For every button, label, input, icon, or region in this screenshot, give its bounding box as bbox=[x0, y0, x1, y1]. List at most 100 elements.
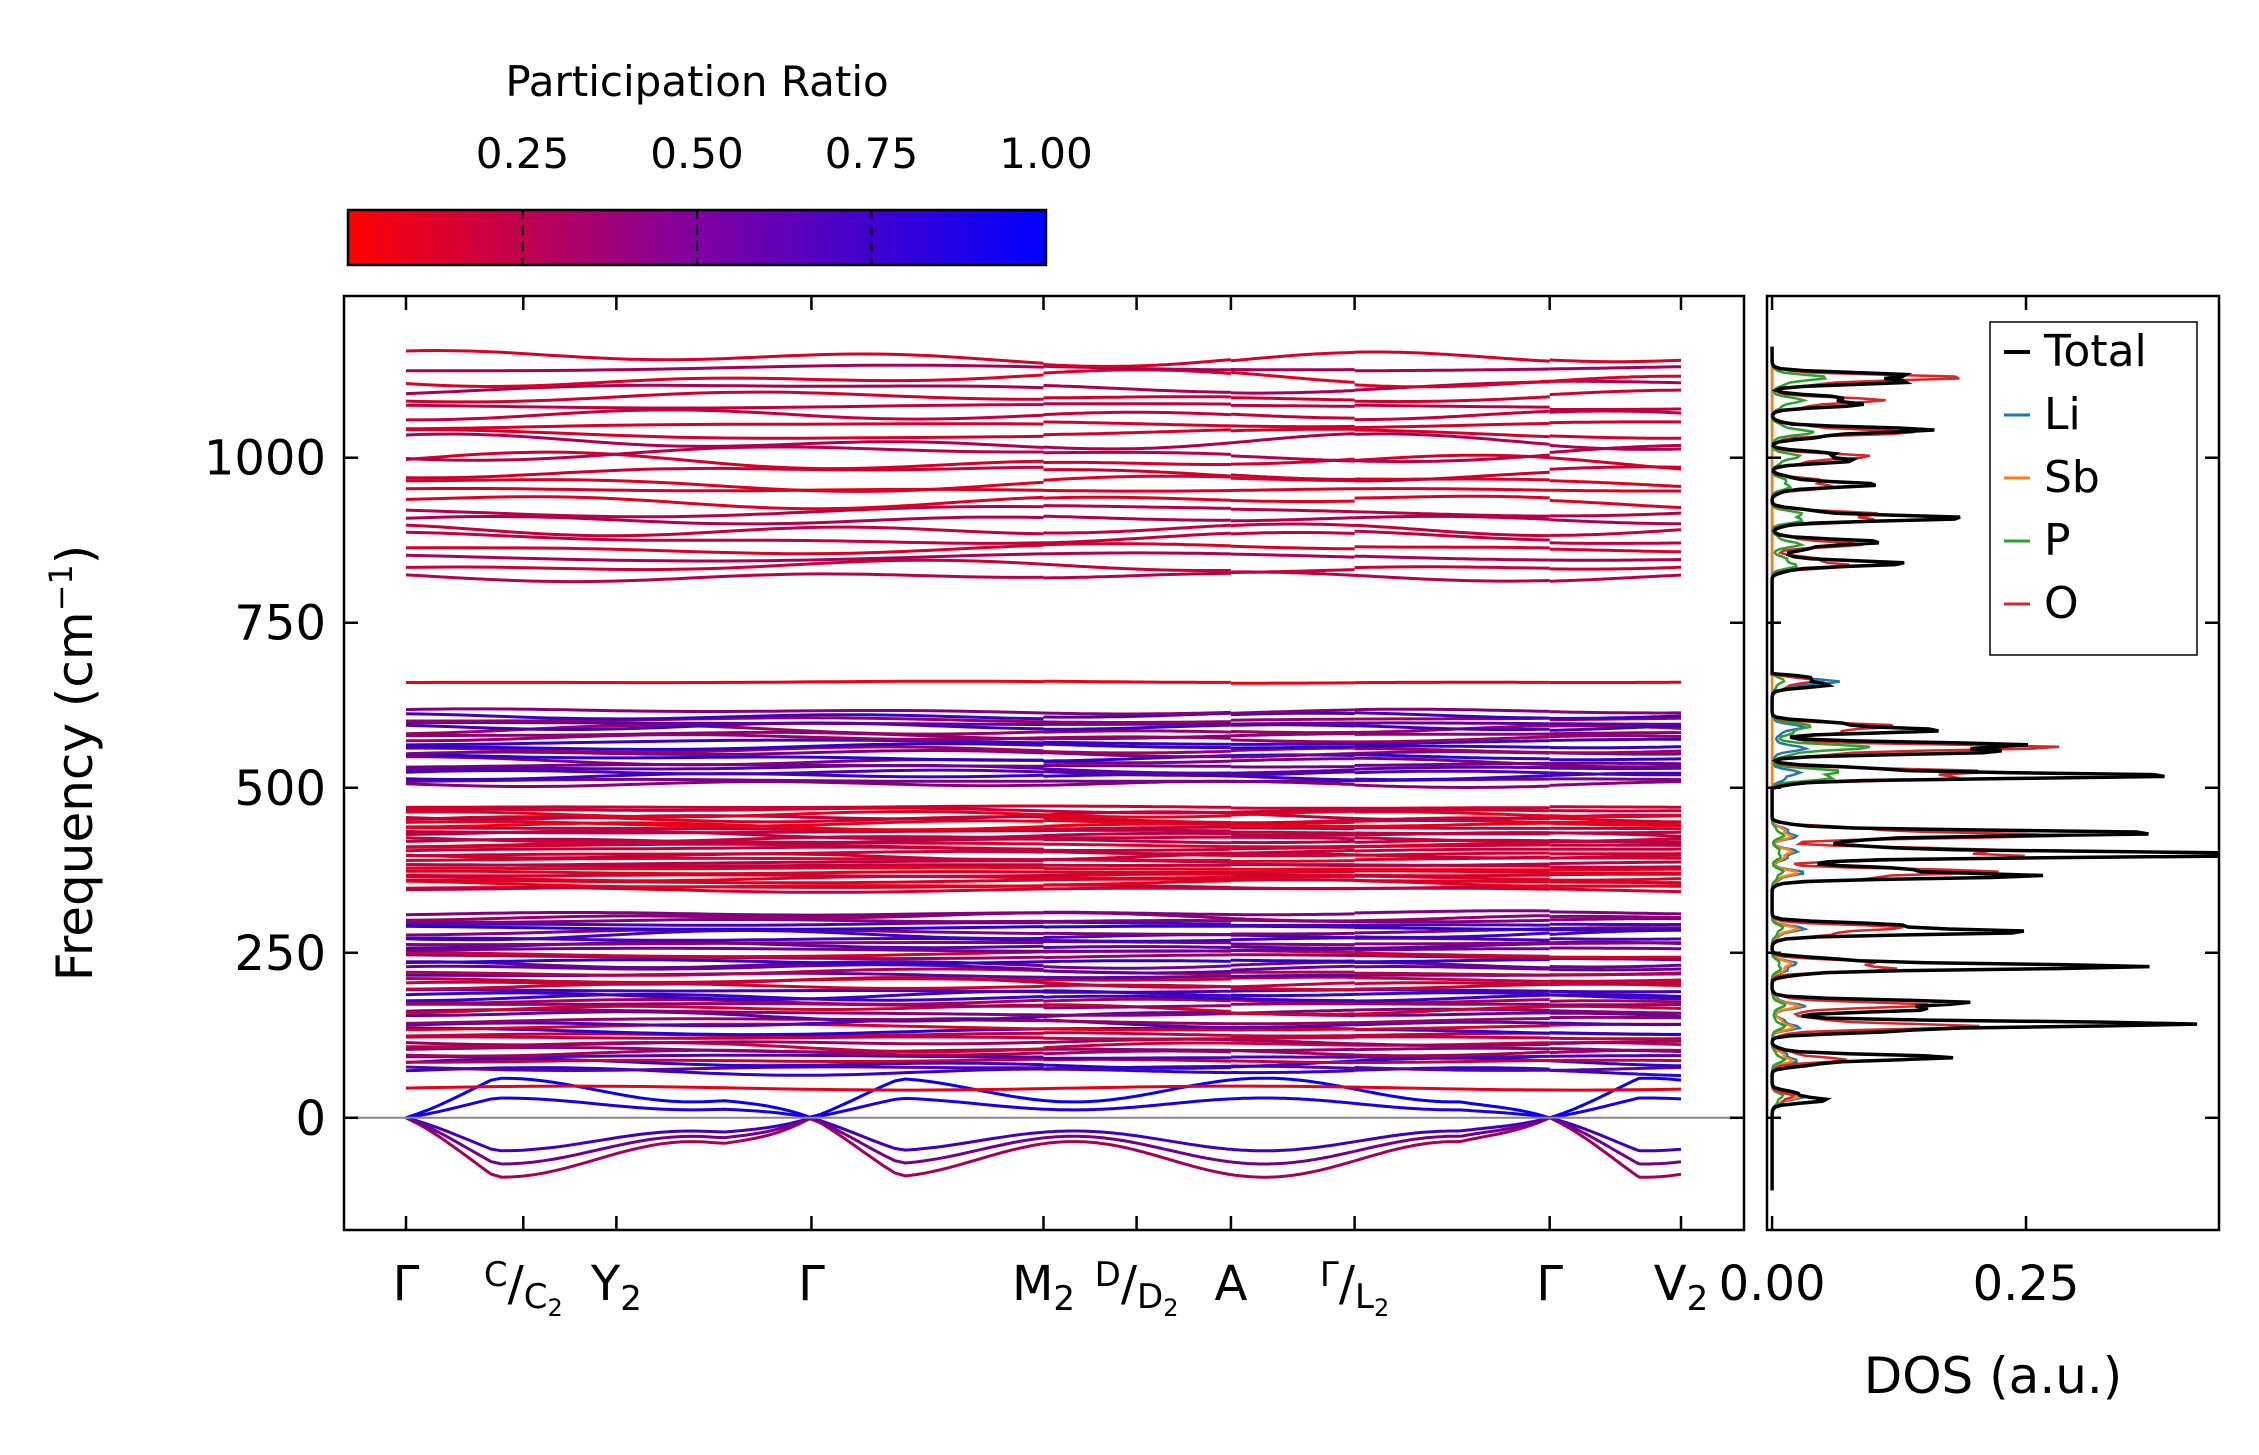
dos-axes: 0.00 0.25 bbox=[1719, 296, 2219, 1312]
phonon-band bbox=[1354, 1005, 1550, 1016]
phonon-band bbox=[1043, 977, 1231, 982]
phonon-band bbox=[1354, 1024, 1550, 1031]
phonon-band bbox=[405, 819, 1044, 828]
phonon-band bbox=[405, 738, 1044, 747]
k-point-label: C/C2 bbox=[484, 1255, 563, 1322]
phonon-band bbox=[1230, 742, 1355, 746]
phonon-band bbox=[1549, 1054, 1681, 1058]
acoustic-band bbox=[1354, 1101, 1550, 1120]
k-point-label: Γ bbox=[1536, 1256, 1563, 1312]
phonon-band bbox=[1549, 816, 1681, 824]
phonon-band bbox=[1043, 460, 1231, 466]
phonon-band bbox=[1043, 383, 1231, 394]
phonon-band bbox=[1230, 432, 1355, 445]
phonon-band bbox=[1043, 875, 1231, 880]
phonon-band bbox=[1043, 831, 1231, 837]
phonon-band bbox=[1549, 479, 1682, 488]
phonon-band bbox=[1549, 734, 1682, 739]
phonon-band bbox=[1230, 886, 1355, 891]
phonon-band bbox=[1354, 554, 1550, 562]
phonon-band bbox=[1230, 808, 1355, 814]
phonon-bands bbox=[405, 348, 1682, 1179]
phonon-band bbox=[1230, 998, 1355, 1005]
phonon-band bbox=[1230, 844, 1355, 849]
dos-curves bbox=[1770, 346, 2219, 1191]
phonon-band bbox=[1043, 679, 1231, 684]
phonon-band bbox=[405, 982, 1044, 991]
phonon-band bbox=[1230, 916, 1355, 923]
phonon-band bbox=[1354, 783, 1550, 789]
phonon-band bbox=[405, 780, 1044, 788]
phonon-band bbox=[1043, 867, 1231, 871]
phonon-band bbox=[405, 1066, 1044, 1077]
phonon-band bbox=[1043, 759, 1231, 765]
phonon-band bbox=[1043, 1056, 1231, 1060]
phonon-band bbox=[1354, 403, 1550, 409]
phonon-band bbox=[1549, 407, 1681, 411]
phonon-band bbox=[1043, 974, 1231, 980]
dos-panel: 0.00 0.25 DOS (a.u.) Total Li Sb PO bbox=[1719, 294, 2221, 1405]
phonon-band bbox=[1043, 720, 1231, 724]
phonon-band bbox=[1043, 813, 1231, 819]
phonon-band bbox=[1043, 964, 1231, 970]
phonon-band bbox=[1354, 958, 1550, 964]
phonon-band bbox=[1354, 826, 1550, 830]
acoustic-band bbox=[1549, 1096, 1682, 1120]
phonon-band bbox=[405, 1003, 1044, 1015]
phonon-band bbox=[1230, 717, 1355, 722]
phonon-band bbox=[1549, 745, 1682, 750]
acoustic-band bbox=[1043, 1134, 1232, 1164]
phonon-band bbox=[1230, 350, 1355, 363]
phonon-band bbox=[1230, 1069, 1355, 1075]
phonon-band bbox=[1230, 752, 1355, 759]
phonon-band bbox=[405, 707, 1044, 715]
phonon-band bbox=[1354, 1058, 1550, 1064]
phonon-band bbox=[1549, 941, 1681, 946]
phonon-band bbox=[1354, 815, 1550, 822]
phonon-band bbox=[1549, 978, 1681, 983]
phonon-band bbox=[1043, 441, 1232, 451]
acoustic-band bbox=[1230, 1140, 1355, 1153]
phonon-band bbox=[1043, 1031, 1231, 1037]
phonon-band bbox=[1043, 938, 1231, 943]
phonon-band bbox=[1043, 910, 1231, 916]
phonon-band bbox=[1354, 724, 1550, 732]
phonon-band bbox=[1354, 545, 1550, 550]
phonon-band bbox=[405, 390, 1044, 404]
phonon-band bbox=[405, 572, 1044, 584]
phonon-band bbox=[1354, 432, 1550, 446]
phonon-band bbox=[1230, 1059, 1355, 1065]
phonon-band bbox=[405, 721, 1044, 731]
phonon-band bbox=[1043, 842, 1231, 849]
phonon-band bbox=[1549, 763, 1682, 769]
phonon-band bbox=[1230, 499, 1355, 503]
y-tick-label: 500 bbox=[234, 761, 326, 817]
phonon-band bbox=[1549, 434, 1681, 440]
acoustic-band bbox=[405, 1116, 1044, 1179]
dos-plot-frame bbox=[1765, 294, 2221, 1232]
phonon-band bbox=[1549, 379, 1681, 385]
phonon-band bbox=[1354, 1066, 1550, 1072]
phonon-band bbox=[405, 804, 1044, 809]
k-point-label: Y2 bbox=[590, 1256, 642, 1319]
phonon-band bbox=[1354, 821, 1550, 828]
colorbar-tick-label: 0.25 bbox=[476, 129, 570, 178]
phonon-band bbox=[1043, 1063, 1231, 1070]
phonon-band bbox=[405, 878, 1044, 885]
phonon-band bbox=[1354, 421, 1550, 430]
phonon-band bbox=[1354, 840, 1550, 848]
phonon-band bbox=[1043, 734, 1231, 741]
phonon-band bbox=[1549, 981, 1682, 986]
phonon-band bbox=[1549, 443, 1681, 451]
phonon-band bbox=[1230, 507, 1355, 514]
phonon-band bbox=[1549, 541, 1682, 545]
phonon-band bbox=[1549, 409, 1682, 415]
phonon-band bbox=[1043, 420, 1231, 428]
phonon-band bbox=[1230, 848, 1355, 855]
y-axis-label: Frequency (cm−1) bbox=[42, 545, 104, 982]
phonon-band bbox=[1043, 764, 1231, 768]
phonon-band bbox=[1043, 818, 1231, 826]
phonon-band bbox=[1549, 456, 1682, 471]
phonon-band bbox=[1043, 886, 1231, 891]
phonon-band bbox=[1354, 395, 1550, 404]
